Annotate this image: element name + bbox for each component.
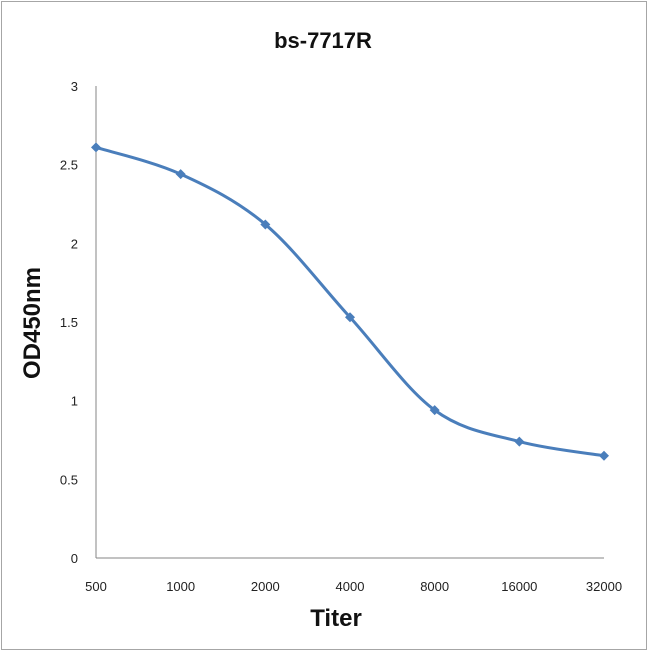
x-tick-label: 32000	[586, 579, 622, 594]
series-line	[95, 145, 605, 458]
y-tick-label: 2	[71, 236, 78, 251]
x-tick-label: 8000	[420, 579, 449, 594]
series-markers	[91, 142, 609, 461]
y-tick-label: 2.5	[60, 158, 78, 173]
data-point-marker	[514, 436, 525, 447]
x-tick-label: 1000	[166, 579, 195, 594]
x-tick-label: 2000	[251, 579, 280, 594]
data-point-marker	[599, 450, 609, 461]
y-tick-label: 0.5	[60, 472, 78, 487]
chart-title: bs-7717R	[274, 28, 372, 53]
y-tick-label: 1.5	[60, 315, 78, 330]
x-tick-label: 500	[85, 579, 107, 594]
data-point-marker	[175, 169, 186, 180]
y-tick-label: 0	[71, 551, 78, 566]
data-point-marker	[91, 142, 101, 153]
y-axis-ticks: 0 0.5 1 1.5 2 2.5 3	[60, 79, 78, 566]
x-tick-label: 16000	[501, 579, 537, 594]
data-point-marker	[345, 312, 355, 323]
x-tick-label: 4000	[336, 579, 365, 594]
y-tick-label: 3	[71, 79, 78, 94]
y-axis-title: OD450nm	[19, 267, 46, 379]
data-point-marker	[260, 219, 271, 230]
x-axis-title: Titer	[310, 605, 362, 632]
x-axis-ticks: 500 1000 2000 4000 8000 16000 32000	[85, 579, 622, 594]
data-point-marker	[429, 405, 440, 416]
y-tick-label: 1	[71, 394, 78, 409]
